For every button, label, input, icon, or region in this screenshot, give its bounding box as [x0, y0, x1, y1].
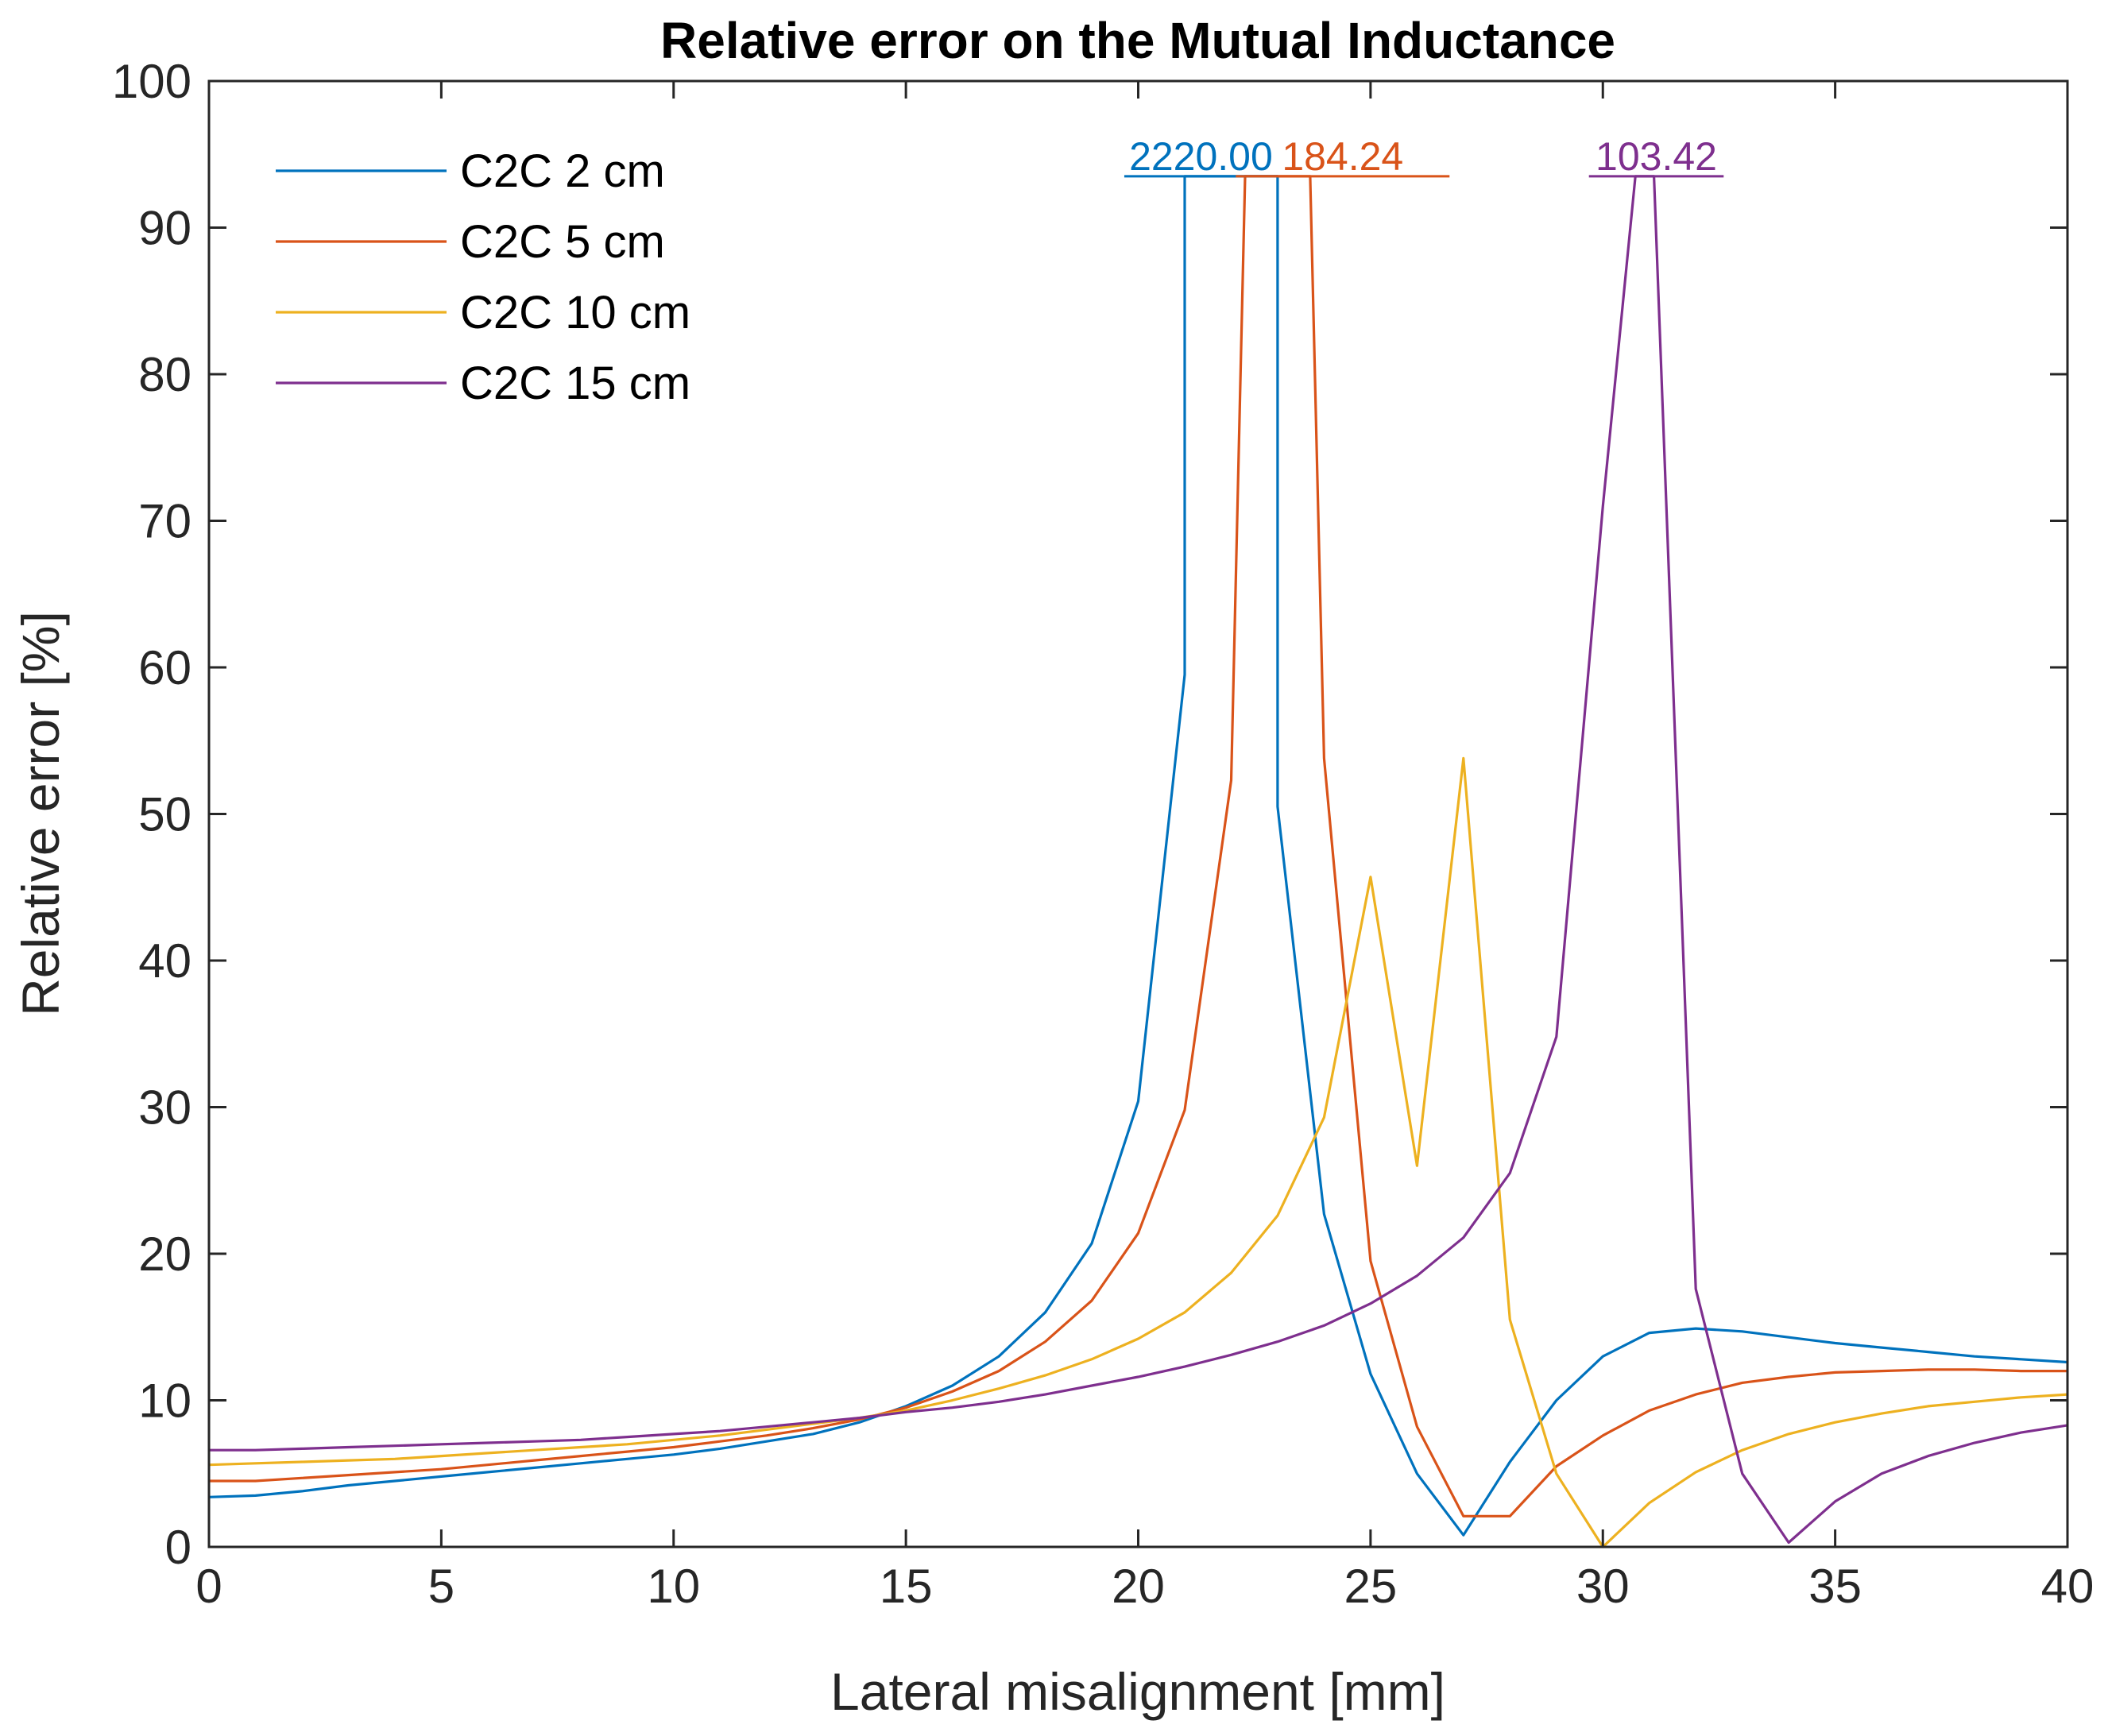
x-tick-label: 30: [1576, 1560, 1630, 1613]
y-tick-label: 60: [138, 641, 191, 694]
y-tick-label: 90: [138, 202, 191, 255]
y-axis: 0 10 20 30 40 50 60 70 80 90 100: [112, 55, 2067, 1574]
legend: C2C 2 cm C2C 5 cm C2C 10 cm C2C 15 cm: [276, 145, 690, 409]
x-tick-label: 0: [195, 1560, 222, 1613]
x-tick-label: 25: [1344, 1560, 1398, 1613]
annotation-label-1: 2220.00: [1129, 134, 1273, 179]
annotation-layer: 2220.00 184.24 103.42: [1124, 134, 1724, 179]
x-axis: 0 5 10 15 20 25 30 35 40: [195, 81, 2094, 1613]
series-line-3: [208, 756, 2068, 1548]
x-tick-label: 10: [647, 1560, 700, 1613]
series-line-4: [209, 175, 2068, 1545]
y-tick-label: 40: [138, 934, 191, 988]
series-line-2: [209, 175, 2067, 1518]
y-tick-label: 100: [112, 55, 191, 108]
y-tick-label: 50: [138, 788, 191, 841]
legend-label-1: C2C 2 cm: [460, 145, 665, 197]
x-tick-label: 5: [428, 1560, 454, 1613]
plot-area: [209, 81, 2067, 1547]
y-tick-label: 70: [138, 495, 191, 548]
x-tick-label: 35: [1808, 1560, 1862, 1613]
series-line-1: [208, 175, 2068, 1537]
y-tick-label: 20: [138, 1228, 191, 1281]
y-tick-label: 80: [138, 348, 191, 401]
x-tick-label: 40: [2041, 1560, 2094, 1613]
x-tick-label: 20: [1112, 1560, 1165, 1613]
legend-label-2: C2C 5 cm: [460, 216, 665, 268]
y-tick-label: 0: [165, 1521, 191, 1574]
legend-label-4: C2C 15 cm: [460, 358, 690, 409]
x-axis-label: Lateral misalignment [mm]: [830, 1662, 1445, 1721]
chart-title: Relative error on the Mutual Inductance: [660, 12, 1615, 69]
annotation-label-2: 184.24: [1282, 134, 1403, 179]
series-layer: [208, 175, 2068, 1548]
x-tick-label: 15: [880, 1560, 933, 1613]
annotation-label-3: 103.42: [1596, 134, 1717, 179]
y-tick-label: 30: [138, 1081, 191, 1135]
y-axis-label: Relative error [%]: [11, 611, 70, 1016]
y-tick-label: 10: [138, 1374, 191, 1428]
legend-label-3: C2C 10 cm: [460, 287, 690, 338]
